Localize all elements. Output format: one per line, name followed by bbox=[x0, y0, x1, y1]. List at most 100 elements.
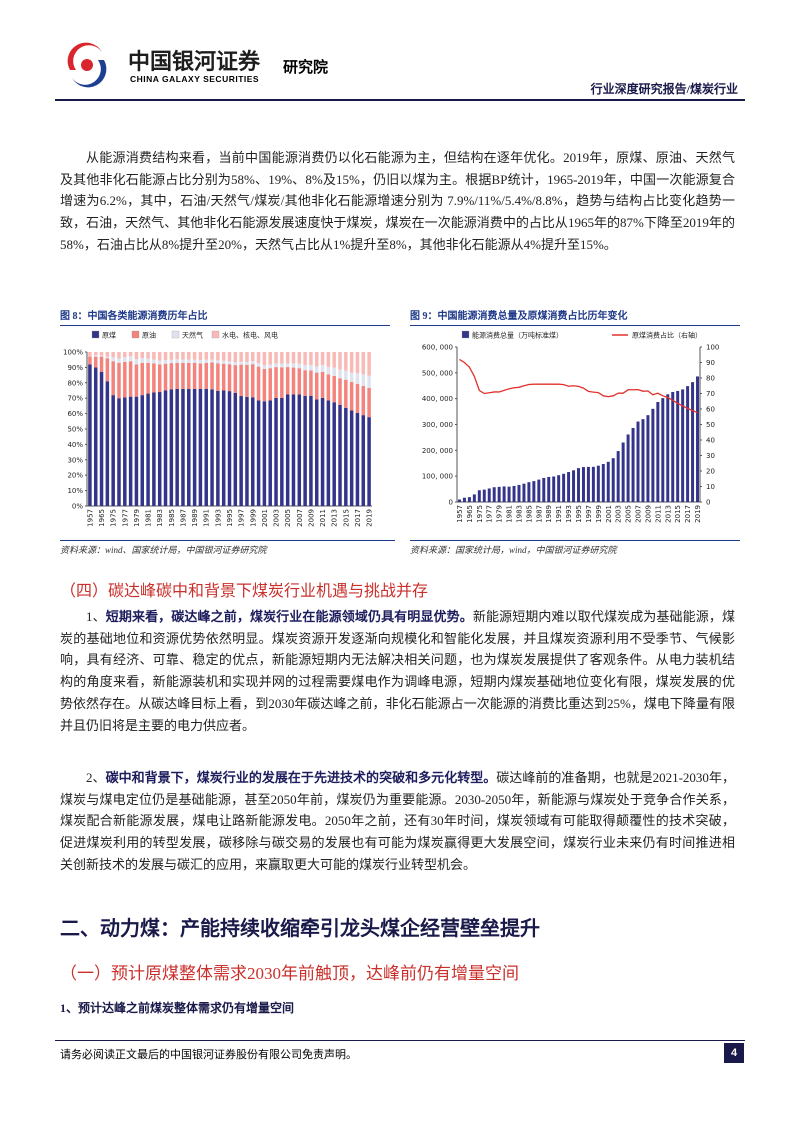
x-tick-label: 1981 bbox=[145, 509, 153, 527]
bar bbox=[192, 388, 197, 506]
x-tick-label: 1975 bbox=[476, 505, 484, 523]
bar bbox=[169, 389, 174, 506]
bar bbox=[88, 356, 92, 365]
section-heading: （四）碳达峰碳中和背景下煤炭行业机遇与挑战并存 bbox=[60, 583, 429, 600]
figure-title: 图 8：中国各类能源消费历年占比 bbox=[60, 307, 390, 326]
bar bbox=[297, 368, 302, 395]
bar bbox=[315, 366, 319, 373]
bar bbox=[361, 374, 366, 387]
bar bbox=[274, 363, 278, 368]
x-tick-label: 1999 bbox=[249, 509, 257, 527]
legend-label: 天然气 bbox=[182, 331, 203, 340]
bar bbox=[227, 364, 232, 392]
bar bbox=[285, 363, 290, 368]
bar bbox=[492, 487, 496, 502]
y-tick-label: 10% bbox=[67, 487, 83, 495]
x-tick-label: 2019 bbox=[694, 505, 702, 523]
bar bbox=[349, 410, 354, 506]
bar bbox=[656, 402, 660, 502]
bar bbox=[285, 394, 290, 506]
y2-tick-label: 30 bbox=[706, 452, 715, 460]
bar bbox=[216, 360, 220, 364]
bar bbox=[134, 352, 139, 360]
bar bbox=[646, 415, 650, 502]
y-tick-label: 200, 000 bbox=[422, 447, 453, 455]
bar bbox=[146, 393, 150, 506]
bar bbox=[210, 389, 214, 506]
bar bbox=[210, 362, 214, 390]
x-tick-label: 2015 bbox=[674, 505, 682, 523]
bar bbox=[117, 358, 121, 363]
bar bbox=[256, 363, 261, 367]
x-tick-label: 1957 bbox=[86, 509, 94, 527]
y2-tick-label: 70 bbox=[706, 390, 715, 398]
x-tick-label: 2015 bbox=[342, 509, 350, 527]
bar bbox=[355, 412, 360, 506]
lead: 1、 bbox=[86, 609, 106, 624]
bar bbox=[338, 369, 342, 379]
x-tick-label: 1987 bbox=[179, 509, 187, 527]
bar bbox=[251, 352, 255, 362]
bar bbox=[611, 458, 615, 502]
bar bbox=[315, 352, 319, 367]
bar bbox=[210, 352, 214, 360]
bar bbox=[93, 355, 98, 357]
bar bbox=[291, 367, 296, 395]
bar bbox=[134, 396, 139, 506]
y-tick-label: 60% bbox=[67, 410, 83, 418]
y2-tick-label: 0 bbox=[706, 499, 710, 507]
x-tick-label: 2007 bbox=[635, 505, 643, 523]
paragraph: 从能源消费结构来看，当前中国能源消费仍以化石能源为主，但结构在逐年优化。2019… bbox=[60, 150, 735, 252]
bar bbox=[216, 363, 220, 391]
bar bbox=[274, 352, 278, 364]
bar bbox=[123, 397, 127, 506]
bar bbox=[320, 372, 325, 398]
disclaimer: 请务必阅读正文最后的中国银河证券股份有限公司免责声明。 bbox=[60, 1049, 357, 1061]
bar bbox=[268, 368, 272, 401]
bar bbox=[123, 362, 127, 398]
bar bbox=[280, 397, 284, 506]
bar bbox=[256, 366, 261, 401]
x-tick-label: 1965 bbox=[98, 509, 106, 527]
legend-swatch bbox=[91, 330, 100, 339]
bar bbox=[99, 372, 104, 506]
bar bbox=[280, 367, 284, 398]
bar bbox=[344, 352, 348, 371]
bar bbox=[517, 484, 521, 502]
y-tick-label: 100% bbox=[63, 349, 83, 357]
figure-title: 图 9：中国能源消费总量及原煤消费占比历年变化 bbox=[410, 307, 740, 326]
x-tick-label: 1983 bbox=[156, 509, 164, 527]
x-tick-label: 2017 bbox=[354, 509, 362, 527]
bar bbox=[221, 363, 226, 391]
bar bbox=[274, 397, 278, 506]
figure-source: 资料来源：国家统计局，wind，中国银河证券研究院 bbox=[410, 540, 740, 556]
bar bbox=[349, 382, 354, 411]
bar bbox=[616, 451, 620, 502]
bar bbox=[181, 359, 185, 363]
y-tick-label: 30% bbox=[67, 456, 83, 464]
bar bbox=[344, 379, 348, 408]
bar bbox=[93, 352, 98, 356]
x-tick-label: 1965 bbox=[466, 505, 474, 523]
bar bbox=[303, 395, 307, 506]
bar bbox=[134, 359, 139, 365]
bar bbox=[239, 396, 243, 506]
bar bbox=[181, 388, 185, 506]
y-tick-label: 100, 000 bbox=[422, 473, 453, 481]
bar bbox=[105, 352, 110, 357]
bar bbox=[251, 361, 255, 365]
x-tick-label: 1993 bbox=[214, 509, 222, 527]
legend-label: 原煤消费占比（右轴） bbox=[632, 331, 702, 340]
bar bbox=[111, 352, 115, 358]
page-number: 4 bbox=[724, 1043, 744, 1063]
bar bbox=[157, 360, 162, 365]
x-tick-label: 1991 bbox=[203, 509, 211, 527]
bar bbox=[332, 367, 336, 376]
x-tick-label: 1997 bbox=[238, 509, 246, 527]
bar bbox=[198, 352, 203, 361]
bar bbox=[507, 486, 511, 502]
bar bbox=[175, 359, 179, 363]
bar bbox=[256, 352, 261, 364]
x-tick-label: 1999 bbox=[595, 505, 603, 523]
